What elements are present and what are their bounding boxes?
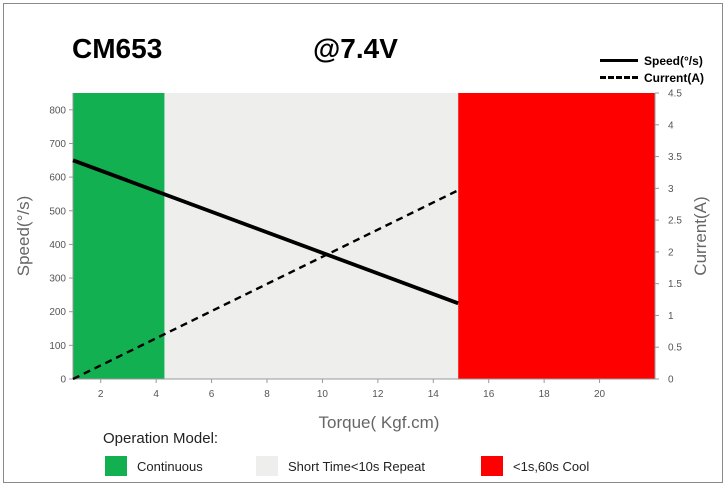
swatch-cool: [481, 456, 503, 476]
y-tick-label: 300: [49, 274, 66, 285]
y-tick-label: 200: [49, 307, 66, 318]
y2-axis-label: Current(A): [691, 196, 710, 275]
operation-item-short-time: Short Time<10s Repeat: [256, 456, 425, 476]
x-tick-label: 18: [539, 389, 551, 400]
y-tick-label: 700: [49, 139, 66, 150]
x-tick-label: 4: [153, 389, 159, 400]
region-0: [73, 93, 165, 379]
legend-solid-line: [600, 59, 638, 62]
legend-entry-speed: Speed(°/s): [600, 52, 704, 69]
y2-tick-label: 0.5: [668, 343, 682, 354]
x-tick-label: 10: [317, 389, 329, 400]
y-tick-label: 800: [49, 105, 66, 116]
chart-model-title: CM653: [72, 33, 163, 64]
y2-tick-label: 4: [668, 120, 674, 131]
y2-tick-label: 2: [668, 247, 674, 258]
chart-voltage-title: @7.4V: [313, 33, 398, 64]
operation-model-title: Operation Model:: [103, 430, 219, 447]
speed-line: [72, 158, 459, 306]
y-tick-label: 0: [60, 375, 66, 386]
x-tick-label: 2: [98, 389, 104, 400]
y2-tick-label: 2.5: [668, 216, 682, 227]
x-tick-label: 16: [483, 389, 495, 400]
x-tick-label: 20: [594, 389, 606, 400]
y-tick-label: 400: [49, 240, 66, 251]
x-tick-label: 8: [264, 389, 270, 400]
operation-item-cool: <1s,60s Cool: [481, 456, 589, 476]
operation-label-continuous: Continuous: [137, 458, 203, 474]
y2-tick-label: 1: [668, 311, 674, 322]
y2-tick-label: 3.5: [668, 152, 682, 163]
y-axis-label: Speed(°/s): [14, 196, 33, 277]
y2-tick-label: 1.5: [668, 279, 682, 290]
swatch-short-time: [256, 456, 278, 476]
y2-tick-label: 4.5: [668, 89, 682, 100]
x-axis-label: Torque( Kgf.cm): [319, 413, 440, 432]
x-tick-label: 12: [372, 389, 384, 400]
y2-tick-label: 0: [668, 375, 674, 386]
legend-entry-current: Current(A): [600, 69, 704, 86]
x-tick-label: 6: [209, 389, 215, 400]
operation-label-cool: <1s,60s Cool: [513, 458, 590, 474]
region-2: [458, 93, 655, 379]
x-tick-label: 14: [428, 389, 440, 400]
legend: Speed(°/s) Current(A): [600, 52, 704, 86]
legend-label-current: Current(A): [644, 70, 704, 85]
y-tick-label: 100: [49, 341, 66, 352]
swatch-continuous: [105, 456, 127, 476]
operation-label-short-time: Short Time<10s Repeat: [288, 458, 425, 474]
region-1: [164, 93, 459, 379]
operation-item-continuous: Continuous: [105, 456, 203, 476]
y-tick-label: 600: [49, 173, 66, 184]
y2-tick-label: 3: [668, 184, 674, 195]
legend-dashed-line: [600, 76, 638, 79]
y-tick-label: 500: [49, 206, 66, 217]
legend-label-speed: Speed(°/s): [644, 53, 703, 68]
